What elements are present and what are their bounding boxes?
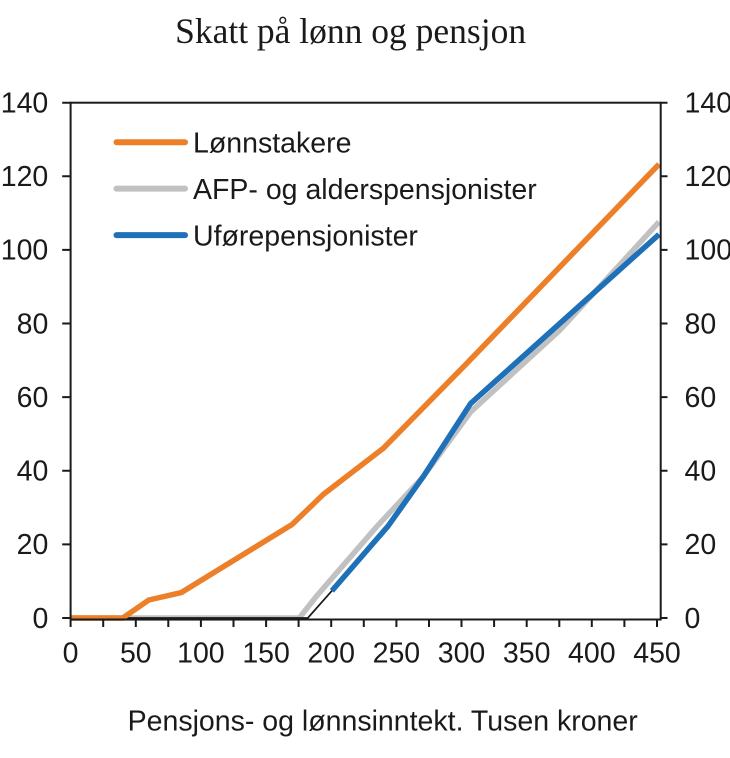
svg-text:300: 300 [438,638,486,670]
svg-text:200: 200 [307,638,355,670]
svg-text:Uførepensjonister: Uførepensjonister [193,220,418,252]
svg-text:120: 120 [1,161,49,193]
svg-text:450: 450 [633,638,681,670]
svg-text:0: 0 [63,638,79,670]
svg-text:60: 60 [17,382,49,414]
svg-text:0: 0 [685,603,701,635]
svg-text:20: 20 [17,529,49,561]
svg-text:140: 140 [1,88,49,120]
svg-text:100: 100 [177,638,225,670]
svg-text:100: 100 [1,235,49,267]
svg-text:Pensjons- og lønnsinntekt. Tus: Pensjons- og lønnsinntekt. Tusen kroner [128,705,639,737]
svg-text:50: 50 [120,638,152,670]
svg-text:140: 140 [685,88,730,120]
svg-text:20: 20 [685,529,717,561]
svg-text:350: 350 [503,638,551,670]
svg-text:AFP- og alderspensjonister: AFP- og alderspensjonister [193,174,537,206]
svg-text:400: 400 [568,638,616,670]
svg-text:150: 150 [242,638,290,670]
svg-text:100: 100 [685,235,730,267]
svg-text:60: 60 [685,382,717,414]
svg-text:250: 250 [373,638,421,670]
svg-text:0: 0 [32,603,48,635]
svg-text:Lønnstakere: Lønnstakere [193,128,351,160]
svg-text:40: 40 [17,456,49,488]
svg-text:40: 40 [685,456,717,488]
svg-text:120: 120 [685,161,730,193]
svg-text:Skatt på lønn og pensjon: Skatt på lønn og pensjon [175,11,526,51]
svg-text:80: 80 [685,308,717,340]
svg-text:80: 80 [17,308,49,340]
